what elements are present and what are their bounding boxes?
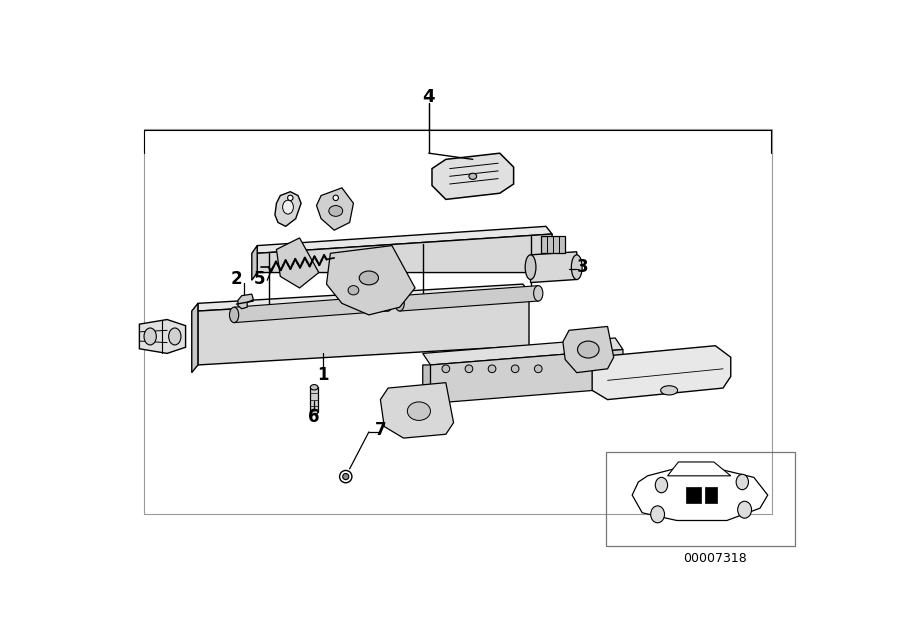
Polygon shape xyxy=(257,226,552,253)
Polygon shape xyxy=(140,319,185,354)
Polygon shape xyxy=(192,304,198,373)
Polygon shape xyxy=(310,387,318,412)
Polygon shape xyxy=(317,188,354,231)
Bar xyxy=(144,128,771,514)
Text: 00007318: 00007318 xyxy=(683,552,747,565)
Polygon shape xyxy=(257,234,552,272)
Ellipse shape xyxy=(310,385,318,390)
Polygon shape xyxy=(632,468,768,521)
Ellipse shape xyxy=(651,506,664,523)
Text: 5: 5 xyxy=(254,270,266,288)
Ellipse shape xyxy=(469,173,477,179)
Polygon shape xyxy=(274,192,302,226)
Ellipse shape xyxy=(534,286,543,301)
Polygon shape xyxy=(198,292,529,365)
Polygon shape xyxy=(705,488,717,503)
Ellipse shape xyxy=(283,200,293,214)
Text: 7: 7 xyxy=(374,422,386,439)
Text: 2: 2 xyxy=(230,270,242,288)
Ellipse shape xyxy=(333,195,338,201)
Polygon shape xyxy=(327,246,415,315)
Ellipse shape xyxy=(738,501,752,518)
Polygon shape xyxy=(423,365,430,411)
Polygon shape xyxy=(592,345,731,399)
Ellipse shape xyxy=(661,385,678,395)
Polygon shape xyxy=(198,284,529,311)
Text: 6: 6 xyxy=(309,408,320,425)
Polygon shape xyxy=(252,246,257,280)
Ellipse shape xyxy=(168,328,181,345)
Ellipse shape xyxy=(511,365,519,373)
Ellipse shape xyxy=(230,307,238,323)
Polygon shape xyxy=(276,238,319,288)
Bar xyxy=(606,452,795,546)
Polygon shape xyxy=(530,251,577,283)
Polygon shape xyxy=(381,383,454,438)
Ellipse shape xyxy=(144,328,157,345)
Ellipse shape xyxy=(343,474,349,479)
Bar xyxy=(541,236,565,253)
Ellipse shape xyxy=(310,409,318,415)
Ellipse shape xyxy=(655,478,668,493)
Ellipse shape xyxy=(395,296,404,311)
Ellipse shape xyxy=(535,365,542,373)
Polygon shape xyxy=(562,326,614,373)
Polygon shape xyxy=(686,488,701,503)
Polygon shape xyxy=(234,296,388,323)
Polygon shape xyxy=(668,462,731,476)
Ellipse shape xyxy=(442,365,450,373)
Ellipse shape xyxy=(383,296,392,311)
Ellipse shape xyxy=(736,474,749,490)
Ellipse shape xyxy=(348,286,359,295)
Polygon shape xyxy=(432,153,514,199)
Text: 1: 1 xyxy=(317,366,328,384)
Polygon shape xyxy=(238,294,254,309)
Ellipse shape xyxy=(578,341,599,358)
Ellipse shape xyxy=(572,255,582,279)
Text: 3: 3 xyxy=(577,258,589,276)
Ellipse shape xyxy=(408,402,430,420)
Ellipse shape xyxy=(526,255,536,279)
Polygon shape xyxy=(430,349,623,403)
Ellipse shape xyxy=(328,206,343,217)
Ellipse shape xyxy=(488,365,496,373)
Ellipse shape xyxy=(339,471,352,483)
Ellipse shape xyxy=(288,195,293,201)
Polygon shape xyxy=(423,338,623,365)
Text: 4: 4 xyxy=(423,88,436,106)
Polygon shape xyxy=(400,286,538,311)
Ellipse shape xyxy=(359,271,379,285)
Ellipse shape xyxy=(465,365,472,373)
